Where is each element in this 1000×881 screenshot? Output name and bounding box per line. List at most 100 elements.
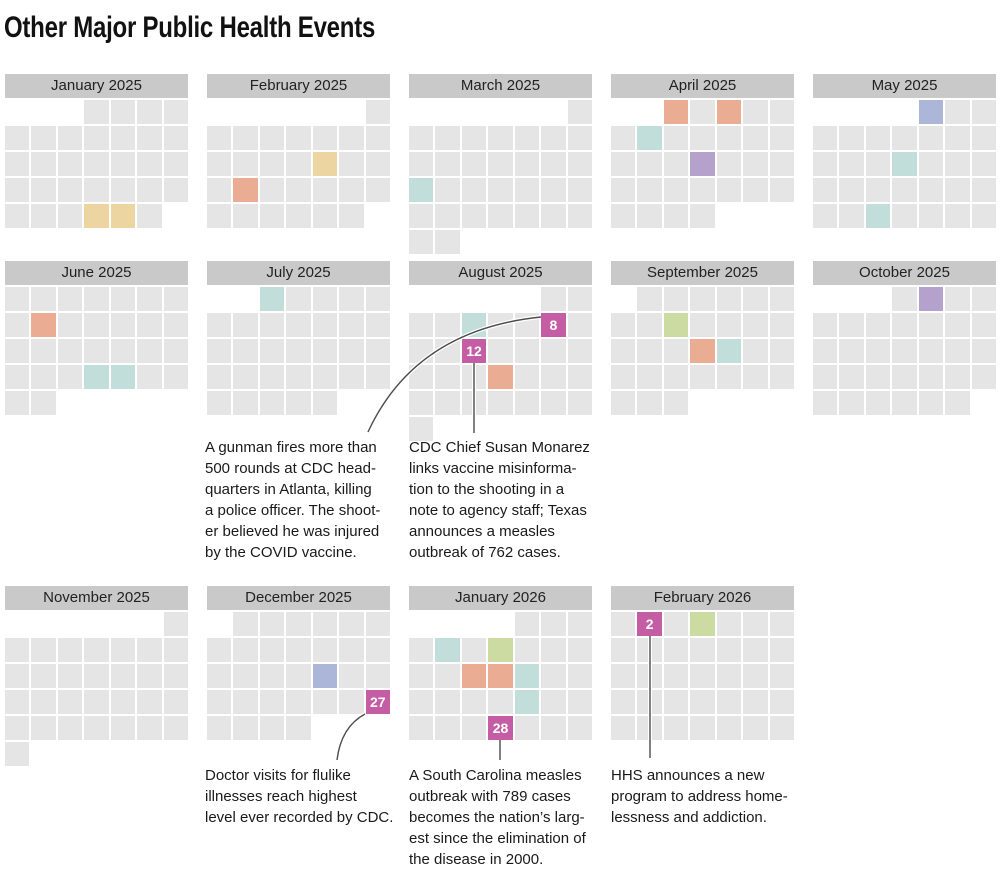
empty-cell [866, 100, 890, 124]
month-calendar-december-2025: December 2025 27 [207, 586, 390, 740]
day-cell [690, 100, 715, 124]
day-cell [813, 178, 838, 202]
day-cell [813, 204, 838, 228]
day-cell [663, 638, 689, 662]
day-cell [110, 313, 136, 337]
day-cell [137, 204, 162, 228]
day-cell [892, 126, 917, 150]
day-cell [339, 178, 364, 202]
day-cell [233, 152, 258, 176]
day-cell [892, 287, 917, 311]
month-header: May 2025 [813, 74, 996, 98]
day-cell [137, 365, 162, 389]
day-cell [137, 287, 162, 311]
day-cell [663, 339, 689, 363]
day-cell [312, 612, 338, 636]
day-cell [365, 365, 390, 389]
empty-cell [568, 230, 592, 254]
day-cell [637, 365, 662, 389]
day-cell [286, 339, 311, 363]
day-cell [488, 365, 513, 389]
day-cell [365, 126, 390, 150]
day-cell [312, 313, 338, 337]
day-cell [514, 612, 540, 636]
day-cell [488, 690, 513, 714]
day-cell [971, 204, 996, 228]
day-cell [163, 638, 188, 662]
day-cell [865, 152, 891, 176]
day-cell [207, 178, 232, 202]
empty-cell [435, 612, 459, 636]
day-cell [233, 126, 258, 150]
day-cell [637, 690, 662, 714]
day-cell [365, 100, 390, 124]
empty-cell [366, 716, 390, 740]
empty-cell [111, 612, 135, 636]
day-cell [365, 638, 390, 662]
day-cell [57, 638, 83, 662]
day-cell [690, 313, 715, 337]
day-cell [5, 391, 30, 415]
day-cell [690, 612, 715, 636]
day-cell [312, 690, 338, 714]
day-cell [5, 287, 30, 311]
day-cell [690, 664, 715, 688]
empty-cell [488, 287, 512, 311]
annotation-hhs: HHS announces a new program to address h… [611, 767, 788, 826]
day-cell [84, 313, 109, 337]
day-cell [207, 204, 232, 228]
day-cell [663, 313, 689, 337]
empty-cell [58, 391, 82, 415]
day-cell [716, 152, 742, 176]
empty-cell [313, 100, 337, 124]
day-cell [110, 664, 136, 688]
day-cell [207, 313, 232, 337]
day-cell [339, 664, 364, 688]
day-cell [611, 716, 636, 740]
day-cell [286, 178, 311, 202]
day-cell [690, 287, 715, 311]
day-cell [435, 690, 460, 714]
day-cell [514, 313, 540, 337]
day-cell [435, 152, 460, 176]
week-grid [5, 612, 188, 766]
day-cell [611, 664, 636, 688]
day-cell [892, 391, 917, 415]
annotation-south-carolina: A South Carolina measles outbreak with 7… [409, 767, 586, 868]
empty-cell [207, 287, 231, 311]
day-cell [690, 126, 715, 150]
day-cell [110, 638, 136, 662]
day-cell [259, 339, 285, 363]
day-cell [769, 664, 794, 688]
empty-cell [5, 612, 29, 636]
day-cell [259, 178, 285, 202]
day-cell [918, 152, 944, 176]
day-cell [514, 716, 540, 740]
day-cell [918, 391, 944, 415]
day-cell [409, 365, 434, 389]
day-cell [663, 612, 689, 636]
day-cell [716, 126, 742, 150]
day-cell [137, 339, 162, 363]
month-calendar-august-2025: August 2025 8 12 [409, 261, 592, 441]
day-cell [365, 178, 390, 202]
day-cell [567, 313, 592, 337]
day-cell [743, 664, 768, 688]
day-cell [207, 339, 232, 363]
empty-cell [409, 100, 433, 124]
day-cell [769, 152, 794, 176]
day-cell [339, 339, 364, 363]
day-cell [233, 391, 258, 415]
day-cell [207, 690, 232, 714]
day-cell [461, 365, 487, 389]
day-cell [365, 612, 390, 636]
day-cell [435, 230, 460, 254]
day-cell [743, 339, 768, 363]
day-cell [839, 339, 864, 363]
day-cell [690, 638, 715, 662]
day-cell [769, 100, 794, 124]
day-cell [971, 100, 996, 124]
day-cell [743, 178, 768, 202]
day-cell [137, 690, 162, 714]
day-cell [945, 391, 970, 415]
